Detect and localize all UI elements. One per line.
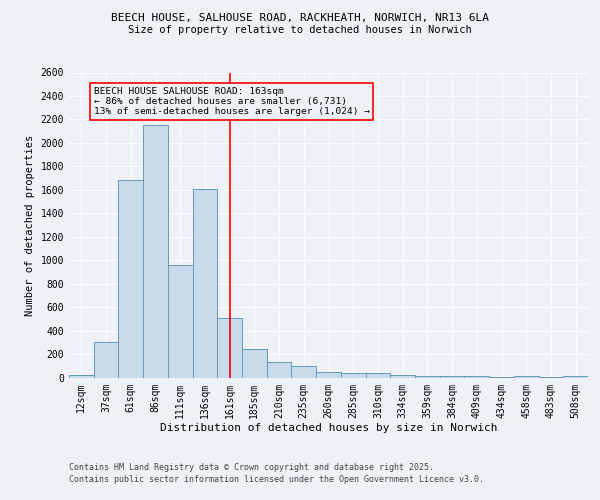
- Text: BEECH HOUSE, SALHOUSE ROAD, RACKHEATH, NORWICH, NR13 6LA: BEECH HOUSE, SALHOUSE ROAD, RACKHEATH, N…: [111, 12, 489, 22]
- Bar: [292, 366, 316, 378]
- Bar: [514, 376, 539, 378]
- Bar: [539, 377, 563, 378]
- Bar: [489, 377, 514, 378]
- Bar: [217, 318, 242, 378]
- Bar: [415, 376, 440, 378]
- Text: Size of property relative to detached houses in Norwich: Size of property relative to detached ho…: [128, 25, 472, 35]
- Bar: [118, 180, 143, 378]
- Bar: [242, 349, 267, 378]
- Bar: [193, 188, 217, 378]
- Bar: [440, 376, 464, 378]
- Bar: [341, 374, 365, 378]
- X-axis label: Distribution of detached houses by size in Norwich: Distribution of detached houses by size …: [160, 423, 497, 433]
- Text: Contains public sector information licensed under the Open Government Licence v3: Contains public sector information licen…: [69, 475, 484, 484]
- Bar: [94, 342, 118, 378]
- Bar: [390, 375, 415, 378]
- Bar: [168, 265, 193, 378]
- Text: Contains HM Land Registry data © Crown copyright and database right 2025.: Contains HM Land Registry data © Crown c…: [69, 462, 434, 471]
- Bar: [267, 362, 292, 378]
- Bar: [143, 126, 168, 378]
- Bar: [69, 375, 94, 378]
- Bar: [316, 372, 341, 378]
- Text: BEECH HOUSE SALHOUSE ROAD: 163sqm
← 86% of detached houses are smaller (6,731)
1: BEECH HOUSE SALHOUSE ROAD: 163sqm ← 86% …: [94, 86, 370, 117]
- Bar: [365, 374, 390, 378]
- Y-axis label: Number of detached properties: Number of detached properties: [25, 134, 35, 316]
- Bar: [563, 376, 588, 378]
- Bar: [464, 376, 489, 378]
